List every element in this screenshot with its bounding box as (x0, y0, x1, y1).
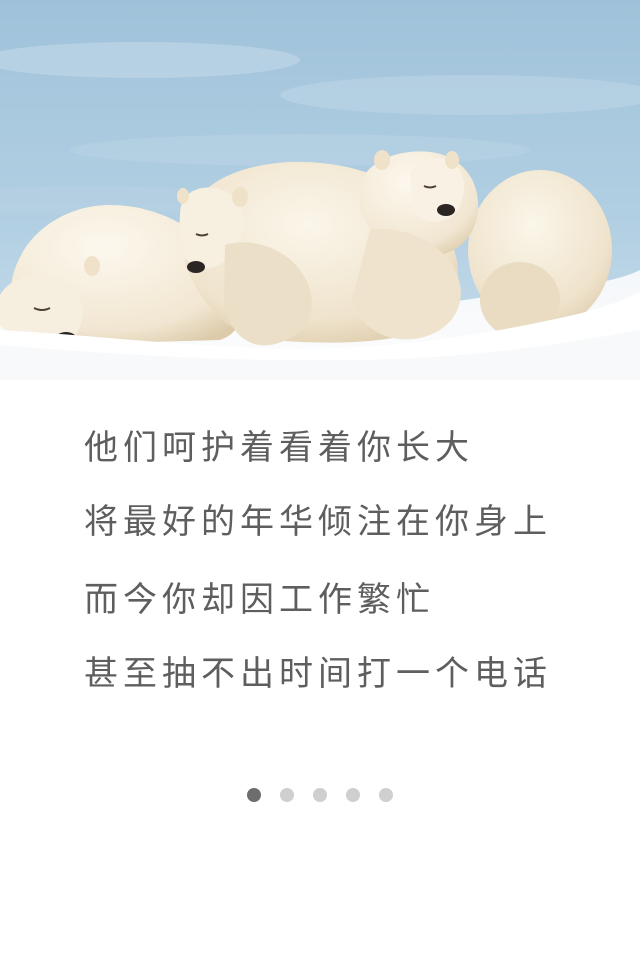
poem-text-block: 他们呵护着看着你长大 将最好的年华倾注在你身上 而今你却因工作繁忙 甚至抽不出时… (84, 428, 604, 694)
poem-line: 甚至抽不出时间打一个电话 (84, 654, 552, 694)
poem-line: 而今你却因工作繁忙 (84, 580, 435, 620)
page-dot-3[interactable] (313, 788, 327, 802)
page-dot-4[interactable] (346, 788, 360, 802)
polar-bears-photo (0, 0, 640, 420)
page-dot-2[interactable] (280, 788, 294, 802)
page-dot-1[interactable] (247, 788, 261, 802)
poem-line: 将最好的年华倾注在你身上 (84, 502, 552, 542)
page-indicator (0, 788, 640, 806)
page-dot-5[interactable] (379, 788, 393, 802)
poem-line: 他们呵护着看着你长大 (84, 428, 474, 468)
poem-stanza: 他们呵护着看着你长大 将最好的年华倾注在你身上 (84, 428, 604, 542)
poem-stanza: 而今你却因工作繁忙 甚至抽不出时间打一个电话 (84, 580, 604, 694)
polar-bears-illustration (0, 0, 640, 420)
